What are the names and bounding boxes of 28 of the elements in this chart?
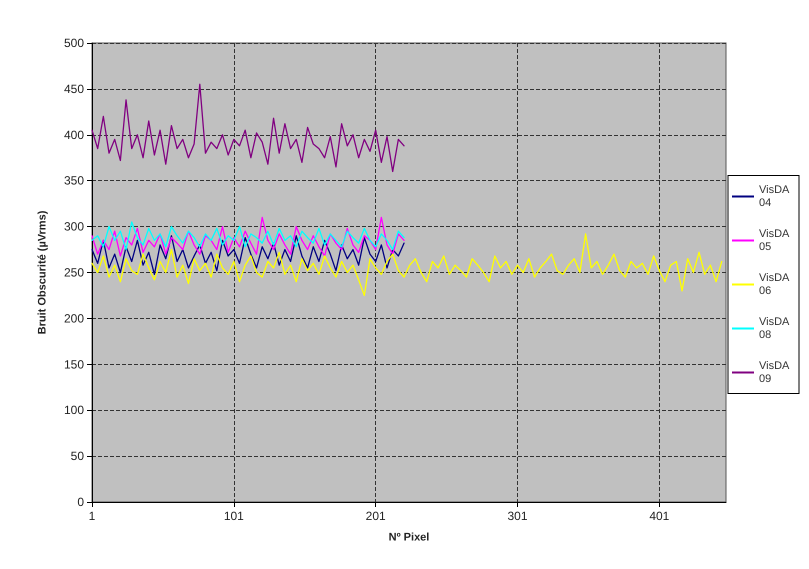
line-series <box>91 235 405 275</box>
x-tick-label: 301 <box>507 509 528 523</box>
legend-label: VisDA 08 <box>759 316 792 341</box>
x-tick-label: 401 <box>649 509 670 523</box>
y-tick-label: 150 <box>64 357 84 372</box>
x-axis-title: Nº Pixel <box>388 532 430 544</box>
x-tick-label: 101 <box>224 509 244 523</box>
y-axis-title: Bruit Obscurité (µVrms) <box>36 210 48 334</box>
line-series <box>91 84 405 172</box>
y-tick-label: 250 <box>64 266 84 280</box>
legend-label: VisDA 09 <box>759 360 792 385</box>
y-tick-label: 450 <box>64 82 84 96</box>
line-series <box>91 221 405 250</box>
y-tick-label: 0 <box>77 495 84 509</box>
y-tick-label: 50 <box>70 449 84 464</box>
line-series <box>91 216 405 257</box>
y-tick-label: 350 <box>64 174 84 188</box>
legend-label: VisDA 05 <box>759 228 792 253</box>
x-tick-label: 1 <box>88 509 96 523</box>
y-tick-label: 100 <box>64 403 84 418</box>
y-tick-label: 400 <box>64 128 84 142</box>
legend-label: VisDA 04 <box>759 184 792 209</box>
y-tick-label: 300 <box>64 220 84 234</box>
y-tick-label: 500 <box>64 36 84 50</box>
x-tick-label: 201 <box>366 509 386 523</box>
legend-label: VisDA 06 <box>759 272 792 297</box>
y-tick-label: 200 <box>64 311 84 326</box>
line-series <box>91 233 722 296</box>
